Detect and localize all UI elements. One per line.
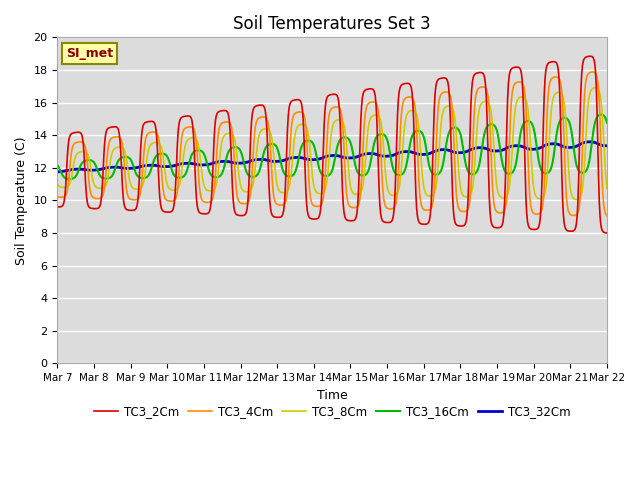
TC3_16Cm <box>597 112 605 118</box>
TC3_4Cm <box>205 200 212 205</box>
Line: TC3_2Cm: TC3_2Cm <box>58 56 607 233</box>
TC3_2Cm <box>176 118 184 124</box>
TC3_4Cm <box>603 213 611 218</box>
Line: TC3_8Cm: TC3_8Cm <box>58 88 607 200</box>
TC3_32Cm <box>603 143 611 149</box>
TC3_4Cm <box>589 69 596 75</box>
Legend: TC3_2Cm, TC3_4Cm, TC3_8Cm, TC3_16Cm, TC3_32Cm: TC3_2Cm, TC3_4Cm, TC3_8Cm, TC3_16Cm, TC3… <box>89 400 575 423</box>
TC3_32Cm <box>415 151 423 157</box>
Title: Soil Temperatures Set 3: Soil Temperatures Set 3 <box>234 15 431 33</box>
TC3_8Cm <box>591 85 599 91</box>
TC3_4Cm <box>176 159 184 165</box>
TC3_2Cm <box>415 219 423 225</box>
TC3_32Cm <box>399 149 406 155</box>
TC3_16Cm <box>205 169 213 175</box>
TC3_4Cm <box>63 188 71 193</box>
X-axis label: Time: Time <box>317 389 348 402</box>
TC3_4Cm <box>415 179 423 184</box>
Line: TC3_32Cm: TC3_32Cm <box>58 142 607 172</box>
TC3_16Cm <box>63 176 71 182</box>
TC3_16Cm <box>66 176 74 182</box>
TC3_8Cm <box>120 146 128 152</box>
Y-axis label: Soil Temperature (C): Soil Temperature (C) <box>15 136 28 264</box>
TC3_2Cm <box>603 230 611 236</box>
Text: SI_met: SI_met <box>66 47 113 60</box>
TC3_16Cm <box>416 128 424 134</box>
Line: TC3_16Cm: TC3_16Cm <box>58 115 607 179</box>
TC3_2Cm <box>63 154 71 159</box>
TC3_16Cm <box>177 175 184 180</box>
TC3_8Cm <box>399 144 406 149</box>
TC3_2Cm <box>399 81 406 87</box>
TC3_8Cm <box>573 197 580 203</box>
TC3_32Cm <box>120 165 128 171</box>
TC3_2Cm <box>205 210 212 216</box>
TC3_4Cm <box>120 156 128 162</box>
TC3_4Cm <box>399 100 406 106</box>
TC3_2Cm <box>54 204 61 210</box>
Line: TC3_4Cm: TC3_4Cm <box>58 72 607 216</box>
TC3_8Cm <box>54 181 61 187</box>
TC3_16Cm <box>54 162 61 168</box>
TC3_32Cm <box>586 139 594 144</box>
TC3_32Cm <box>63 168 71 173</box>
TC3_16Cm <box>603 120 611 126</box>
TC3_2Cm <box>120 200 128 206</box>
TC3_2Cm <box>586 53 594 59</box>
TC3_8Cm <box>603 185 611 191</box>
TC3_32Cm <box>54 169 61 175</box>
TC3_32Cm <box>205 161 212 167</box>
TC3_32Cm <box>176 161 184 167</box>
TC3_8Cm <box>176 181 184 187</box>
TC3_8Cm <box>63 184 71 190</box>
TC3_8Cm <box>205 188 212 194</box>
TC3_16Cm <box>121 154 129 160</box>
TC3_8Cm <box>415 126 423 132</box>
TC3_4Cm <box>54 194 61 200</box>
TC3_16Cm <box>400 170 408 176</box>
